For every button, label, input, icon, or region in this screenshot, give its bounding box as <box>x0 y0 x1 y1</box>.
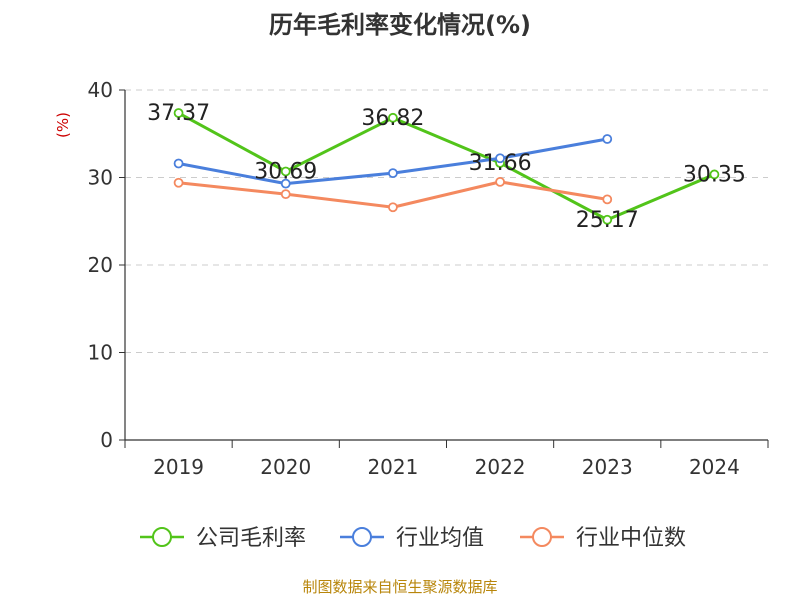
data-label: 30.69 <box>254 159 317 184</box>
y-tick-label: 30 <box>88 166 113 190</box>
series-point <box>388 202 398 213</box>
series-line <box>177 111 716 222</box>
y-tick-label: 20 <box>88 253 113 277</box>
series-point <box>173 158 184 169</box>
legend-item[interactable]: 行业均值 <box>340 526 484 551</box>
data-label: 25.17 <box>576 208 639 233</box>
y-tick-label: 40 <box>88 78 113 102</box>
series-point <box>495 176 505 187</box>
series-point <box>602 194 613 205</box>
series-point <box>388 112 398 123</box>
grid-layer <box>125 89 768 353</box>
series-point <box>495 153 505 164</box>
axis-layer: 0 10 20 30 40 2019 2020 2021 2022 2023 2024 <box>88 78 769 479</box>
series-point <box>280 189 291 200</box>
data-label: 37.37 <box>147 101 210 126</box>
legend-label: 行业中位数 <box>576 526 686 551</box>
y-tick-label: 10 <box>88 341 113 365</box>
series-point <box>280 166 291 177</box>
data-label: 31.66 <box>469 151 532 176</box>
data-label-layer: 37.37 30.69 36.82 31.66 25.17 30.35 <box>147 101 746 233</box>
x-tick-label: 2023 <box>582 455 633 479</box>
legend-circle-icon <box>352 527 372 547</box>
series-point <box>280 178 291 189</box>
legend-item[interactable]: 公司毛利率 <box>140 526 306 551</box>
data-label: 36.82 <box>361 106 424 131</box>
legend-circle-icon <box>532 527 552 547</box>
legend-item[interactable]: 行业中位数 <box>520 526 686 551</box>
y-axis-label: (%) <box>54 112 72 138</box>
x-tick-label: 2024 <box>689 455 740 479</box>
footer-source: 制图数据来自恒生聚源数据库 <box>302 578 497 596</box>
y-tick-label: 0 <box>100 428 113 452</box>
series-point <box>602 214 613 225</box>
legend-label: 公司毛利率 <box>196 526 306 551</box>
series-layer <box>173 108 720 225</box>
series-point <box>388 168 398 179</box>
x-tick-label: 2019 <box>153 455 204 479</box>
series-point <box>173 108 184 118</box>
data-label: 30.35 <box>683 162 746 187</box>
legend: 公司毛利率 行业均值 行业中位数 <box>140 526 686 551</box>
series-point <box>602 134 613 144</box>
series-point <box>709 169 720 180</box>
x-tick-label: 2022 <box>475 455 526 479</box>
legend-label: 行业均值 <box>396 526 484 551</box>
x-tick-label: 2020 <box>260 455 311 479</box>
x-tick-label: 2021 <box>367 455 418 479</box>
legend-circle-icon <box>152 527 172 547</box>
series-point <box>173 177 184 188</box>
chart-title: 历年毛利率变化情况(%) <box>269 11 531 39</box>
